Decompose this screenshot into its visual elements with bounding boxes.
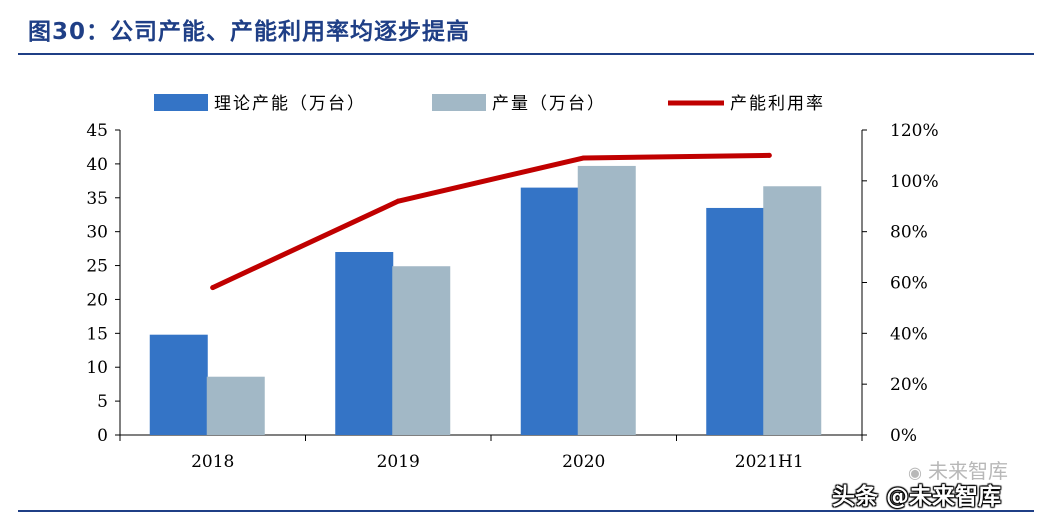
legend-swatch-output <box>432 94 486 111</box>
y-right-tick-label: 100% <box>890 172 939 192</box>
utilization-line <box>210 152 772 291</box>
wechat-icon: ◉ <box>908 463 922 482</box>
legend-swatch-capacity <box>154 94 208 111</box>
y-left-tick-label: 0 <box>97 426 108 446</box>
bar-output <box>577 165 636 435</box>
y-left-tick-label: 20 <box>86 290 108 310</box>
chart-legend: 理论产能（万台） 产量（万台） 产能利用率 <box>154 94 825 114</box>
watermark-toutiao: 头条 @未来智库 <box>832 484 1002 510</box>
x-tick-label: 2020 <box>562 452 605 472</box>
y-left-tick-label: 35 <box>86 189 108 209</box>
figure-title: 图30：公司产能、产能利用率均逐步提高 <box>28 19 471 45</box>
x-tick-label: 2021H1 <box>735 452 804 472</box>
chart-bars <box>149 165 822 435</box>
bar-capacity <box>335 252 394 435</box>
y-right-tick-label: 40% <box>890 324 928 344</box>
x-tick-label: 2019 <box>377 452 420 472</box>
utilization-line-path <box>210 152 772 291</box>
y-right-tick-label: 20% <box>890 375 928 395</box>
bottom-rule <box>18 510 1034 512</box>
y-left-tick-label: 15 <box>86 324 108 344</box>
bar-output <box>763 186 822 435</box>
y-right-tick-label: 0% <box>890 426 917 446</box>
utilization-point <box>581 155 587 161</box>
utilization-point <box>395 198 401 204</box>
y-left-tick-label: 25 <box>86 257 108 277</box>
x-tick-label: 2018 <box>191 452 234 472</box>
y-right-tick-label: 80% <box>890 223 928 243</box>
utilization-point <box>766 152 772 158</box>
bar-capacity <box>149 334 208 435</box>
watermark-text: 未来智库 <box>927 459 1008 483</box>
y-right-tick-label: 60% <box>890 274 928 294</box>
y-left-tick-label: 10 <box>86 358 108 378</box>
bar-output <box>206 376 265 435</box>
legend-label-capacity: 理论产能（万台） <box>214 94 366 114</box>
bar-capacity <box>520 187 579 435</box>
y-left-tick-label: 5 <box>97 392 108 412</box>
utilization-point <box>210 285 216 291</box>
bar-capacity <box>706 207 765 435</box>
bar-output <box>392 266 451 435</box>
top-rule <box>18 53 1034 55</box>
legend-label-utilization: 产能利用率 <box>730 94 825 114</box>
watermark-wechat: ◉ 未来智库 <box>908 455 1008 484</box>
y-left-tick-label: 45 <box>86 121 108 141</box>
legend-label-output: 产量（万台） <box>492 94 606 114</box>
y-right-tick-label: 120% <box>890 121 939 141</box>
y-left-tick-label: 40 <box>86 155 108 175</box>
chart-axes: 0 5 10 15 20 25 30 35 40 45 0% 20% 40% 60% 80% 100% 120%… <box>86 121 938 472</box>
y-left-tick-label: 30 <box>86 223 108 243</box>
